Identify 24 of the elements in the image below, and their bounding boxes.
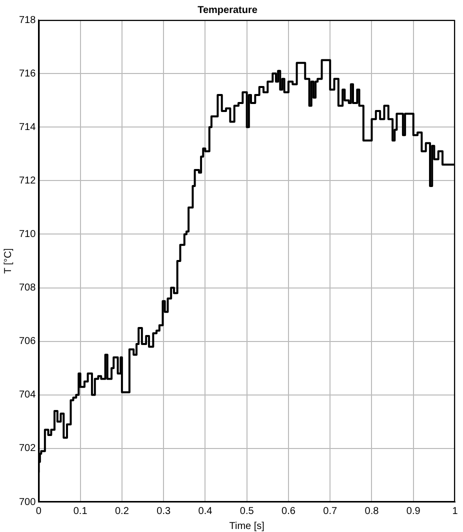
y-tick-label: 708 <box>18 282 36 294</box>
x-tick-label: 0.1 <box>73 506 88 517</box>
y-tick-label: 702 <box>18 443 36 454</box>
x-tick-label: 0.5 <box>240 506 254 517</box>
y-tick-label: 712 <box>18 175 36 186</box>
chart-title: Temperature <box>198 4 258 16</box>
y-axis-title: T [°C] <box>2 248 14 274</box>
x-tick-label: 0.3 <box>156 506 171 517</box>
x-tick-label: 1 <box>452 506 458 517</box>
y-tick-label: 710 <box>18 228 36 240</box>
x-tick-label: 0.4 <box>198 506 213 517</box>
x-tick-label: 0.8 <box>364 506 380 517</box>
x-tick-label: 0.9 <box>406 506 421 517</box>
x-tick-label: 0 <box>36 506 42 517</box>
y-tick-label: 704 <box>18 390 36 401</box>
y-tick-label: 714 <box>18 122 36 133</box>
x-axis-title: Time [s] <box>229 520 265 532</box>
y-tick-label: 718 <box>18 14 36 26</box>
y-tick-label: 716 <box>18 68 36 80</box>
y-tick-label: 706 <box>18 336 36 348</box>
y-tick-label: 700 <box>18 496 36 508</box>
x-tick-label: 0.7 <box>323 506 338 517</box>
x-tick-label: 0.6 <box>282 506 296 517</box>
x-tick-label: 0.2 <box>114 506 130 517</box>
